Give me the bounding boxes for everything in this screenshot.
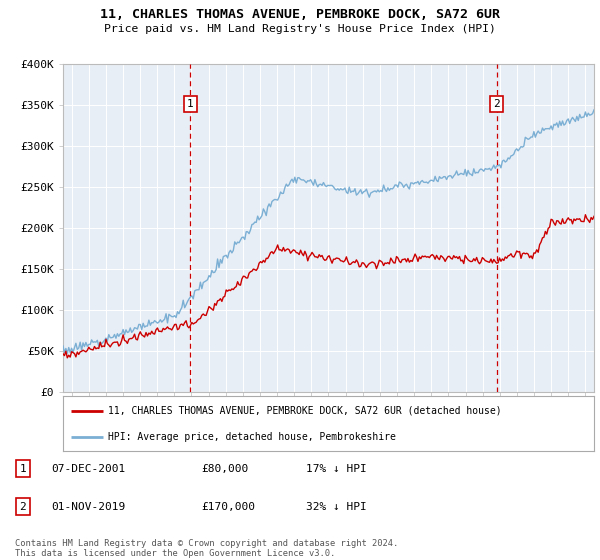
Text: 07-DEC-2001: 07-DEC-2001: [51, 464, 125, 474]
Text: 2: 2: [494, 99, 500, 109]
Text: 11, CHARLES THOMAS AVENUE, PEMBROKE DOCK, SA72 6UR: 11, CHARLES THOMAS AVENUE, PEMBROKE DOCK…: [100, 8, 500, 21]
Text: HPI: Average price, detached house, Pembrokeshire: HPI: Average price, detached house, Pemb…: [108, 432, 396, 442]
Text: Contains HM Land Registry data © Crown copyright and database right 2024.
This d: Contains HM Land Registry data © Crown c…: [15, 539, 398, 558]
Text: 32% ↓ HPI: 32% ↓ HPI: [306, 502, 367, 512]
Text: 2: 2: [19, 502, 26, 512]
Text: 17% ↓ HPI: 17% ↓ HPI: [306, 464, 367, 474]
Text: 01-NOV-2019: 01-NOV-2019: [51, 502, 125, 512]
Text: 1: 1: [187, 99, 193, 109]
Text: 11, CHARLES THOMAS AVENUE, PEMBROKE DOCK, SA72 6UR (detached house): 11, CHARLES THOMAS AVENUE, PEMBROKE DOCK…: [108, 406, 502, 416]
Text: £80,000: £80,000: [201, 464, 248, 474]
Text: £170,000: £170,000: [201, 502, 255, 512]
Text: Price paid vs. HM Land Registry's House Price Index (HPI): Price paid vs. HM Land Registry's House …: [104, 24, 496, 34]
Text: 1: 1: [19, 464, 26, 474]
